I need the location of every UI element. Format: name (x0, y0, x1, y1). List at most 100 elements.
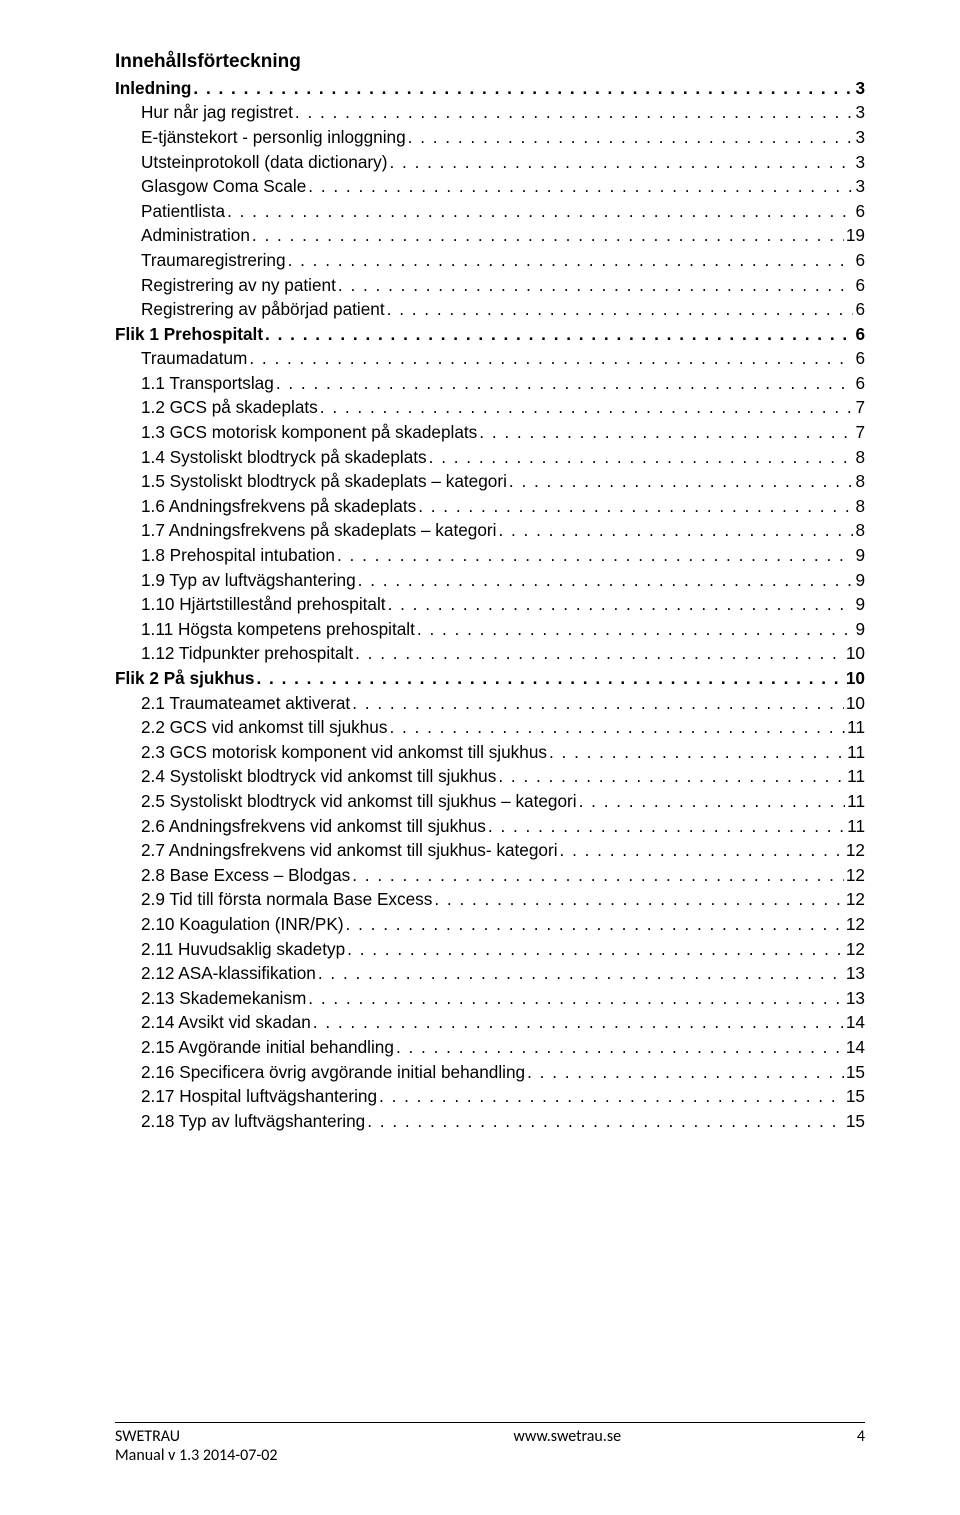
toc-dots: . . . . . . . . . . . . . . . . . . . . … (509, 469, 854, 494)
toc-row: 1.11 Högsta kompetens prehospitalt. . . … (115, 617, 865, 642)
toc-label: Hur når jag registret (141, 100, 293, 125)
toc-row: 1.3 GCS motorisk komponent på skadeplats… (115, 420, 865, 445)
toc-dots: . . . . . . . . . . . . . . . . . . . . … (488, 814, 845, 839)
toc-page: 3 (855, 100, 865, 125)
toc-row: 1.1 Transportslag. . . . . . . . . . . .… (115, 371, 865, 396)
toc-dots: . . . . . . . . . . . . . . . . . . . . … (417, 617, 854, 642)
toc-label: 1.1 Transportslag (141, 371, 274, 396)
toc-dots: . . . . . . . . . . . . . . . . . . . . … (408, 125, 854, 150)
toc-row: Flik 2 På sjukhus. . . . . . . . . . . .… (115, 666, 865, 691)
toc-dots: . . . . . . . . . . . . . . . . . . . . … (527, 1060, 844, 1085)
toc-dots: . . . . . . . . . . . . . . . . . . . . … (308, 986, 844, 1011)
toc-dots: . . . . . . . . . . . . . . . . . . . . … (389, 150, 853, 175)
toc-label: 2.5 Systoliskt blodtryck vid ankomst til… (141, 789, 577, 814)
toc-page: 11 (847, 715, 865, 740)
toc-page: 3 (855, 150, 865, 175)
toc-dots: . . . . . . . . . . . . . . . . . . . . … (358, 568, 854, 593)
footer-org: SWETRAU (115, 1427, 278, 1446)
toc-label: Inledning (115, 76, 191, 101)
toc-page: 15 (846, 1084, 865, 1109)
toc-row: 1.7 Andningsfrekvens på skadeplats – kat… (115, 518, 865, 543)
toc-dots: . . . . . . . . . . . . . . . . . . . . … (346, 912, 844, 937)
toc-label: 2.3 GCS motorisk komponent vid ankomst t… (141, 740, 547, 765)
toc-dots: . . . . . . . . . . . . . . . . . . . . … (418, 494, 853, 519)
toc-page: 8 (855, 445, 865, 470)
toc-label: 1.10 Hjärtstillestånd prehospitalt (141, 592, 386, 617)
toc-row: 2.4 Systoliskt blodtryck vid ankomst til… (115, 764, 865, 789)
toc-dots: . . . . . . . . . . . . . . . . . . . . … (429, 445, 854, 470)
toc-dots: . . . . . . . . . . . . . . . . . . . . … (560, 838, 844, 863)
toc-label: 1.7 Andningsfrekvens på skadeplats – kat… (141, 518, 496, 543)
toc-dots: . . . . . . . . . . . . . . . . . . . . … (434, 887, 844, 912)
toc-dots: . . . . . . . . . . . . . . . . . . . . … (388, 592, 854, 617)
footer-center: www.swetrau.se (278, 1427, 857, 1465)
toc-row: 2.3 GCS motorisk komponent vid ankomst t… (115, 740, 865, 765)
toc-page: 8 (855, 518, 865, 543)
toc-label: 2.11 Huvudsaklig skadetyp (141, 937, 345, 962)
toc-row: Administration. . . . . . . . . . . . . … (115, 223, 865, 248)
toc-page: 9 (855, 568, 865, 593)
toc-row: 2.17 Hospital luftvägshantering. . . . .… (115, 1084, 865, 1109)
toc-label: 2.10 Koagulation (INR/PK) (141, 912, 344, 937)
toc-dots: . . . . . . . . . . . . . . . . . . . . … (498, 518, 853, 543)
toc-page: 7 (855, 395, 865, 420)
toc-dots: . . . . . . . . . . . . . . . . . . . . … (355, 641, 844, 666)
toc-label: 2.8 Base Excess – Blodgas (141, 863, 350, 888)
toc-label: 2.7 Andningsfrekvens vid ankomst till sj… (141, 838, 558, 863)
toc-row: Traumadatum. . . . . . . . . . . . . . .… (115, 346, 865, 371)
toc-page: 6 (855, 199, 865, 224)
toc-label: Flik 1 Prehospitalt (115, 322, 263, 347)
toc-label: 2.12 ASA-klassifikation (141, 961, 316, 986)
footer-left: SWETRAU Manual v 1.3 2014-07-02 (115, 1427, 278, 1465)
toc-label: 1.8 Prehospital intubation (141, 543, 335, 568)
toc-page: 3 (855, 174, 865, 199)
toc-page: 3 (855, 125, 865, 150)
toc-page: 19 (846, 223, 865, 248)
toc-dots: . . . . . . . . . . . . . . . . . . . . … (498, 764, 845, 789)
toc-row: 1.5 Systoliskt blodtryck på skadeplats –… (115, 469, 865, 494)
toc-dots: . . . . . . . . . . . . . . . . . . . . … (193, 76, 853, 101)
toc-page: 9 (855, 592, 865, 617)
toc-page: 6 (855, 322, 865, 347)
toc-label: 2.4 Systoliskt blodtryck vid ankomst til… (141, 764, 496, 789)
toc-page: 10 (846, 691, 865, 716)
toc-page: 7 (855, 420, 865, 445)
toc-row: 1.6 Andningsfrekvens på skadeplats. . . … (115, 494, 865, 519)
toc-page: 10 (846, 641, 865, 666)
toc-dots: . . . . . . . . . . . . . . . . . . . . … (347, 937, 844, 962)
toc-dots: . . . . . . . . . . . . . . . . . . . . … (367, 1109, 844, 1134)
toc-page: 6 (855, 371, 865, 396)
toc-label: 2.13 Skademekanism (141, 986, 306, 1011)
toc-dots: . . . . . . . . . . . . . . . . . . . . … (313, 1010, 844, 1035)
toc-label: 1.3 GCS motorisk komponent på skadeplats (141, 420, 477, 445)
toc-page: 12 (846, 912, 865, 937)
toc-row-intro: Inledning . . . . . . . . . . . . . . . … (115, 76, 865, 101)
toc-label: 2.6 Andningsfrekvens vid ankomst till sj… (141, 814, 486, 839)
toc-page: 13 (846, 961, 865, 986)
toc-label: Traumadatum (141, 346, 247, 371)
toc-row: Hur når jag registret. . . . . . . . . .… (115, 100, 865, 125)
toc-dots: . . . . . . . . . . . . . . . . . . . . … (338, 273, 854, 298)
toc-dots: . . . . . . . . . . . . . . . . . . . . … (387, 297, 854, 322)
toc-page: 15 (846, 1109, 865, 1134)
toc-label: E-tjänstekort - personlig inloggning (141, 125, 406, 150)
toc-page: 15 (846, 1060, 865, 1085)
toc-dots: . . . . . . . . . . . . . . . . . . . . … (288, 248, 854, 273)
toc-row: 2.7 Andningsfrekvens vid ankomst till sj… (115, 838, 865, 863)
toc-dots: . . . . . . . . . . . . . . . . . . . . … (352, 691, 844, 716)
toc-row: Registrering av påbörjad patient. . . . … (115, 297, 865, 322)
toc-label: 1.2 GCS på skadeplats (141, 395, 318, 420)
toc-dots: . . . . . . . . . . . . . . . . . . . . … (227, 199, 853, 224)
toc-label: Utsteinprotokoll (data dictionary) (141, 150, 387, 175)
footer-page-number: 4 (857, 1427, 865, 1465)
toc-page: 14 (846, 1010, 865, 1035)
toc: Inledning . . . . . . . . . . . . . . . … (115, 76, 865, 1134)
toc-label: 2.14 Avsikt vid skadan (141, 1010, 311, 1035)
toc-label: 2.16 Specificera övrig avgörande initial… (141, 1060, 525, 1085)
toc-label: 2.18 Typ av luftvägshantering (141, 1109, 365, 1134)
toc-dots: . . . . . . . . . . . . . . . . . . . . … (579, 789, 846, 814)
toc-row: 2.11 Huvudsaklig skadetyp. . . . . . . .… (115, 937, 865, 962)
toc-row: 1.2 GCS på skadeplats. . . . . . . . . .… (115, 395, 865, 420)
toc-page: 11 (847, 789, 865, 814)
toc-label: 2.17 Hospital luftvägshantering (141, 1084, 377, 1109)
